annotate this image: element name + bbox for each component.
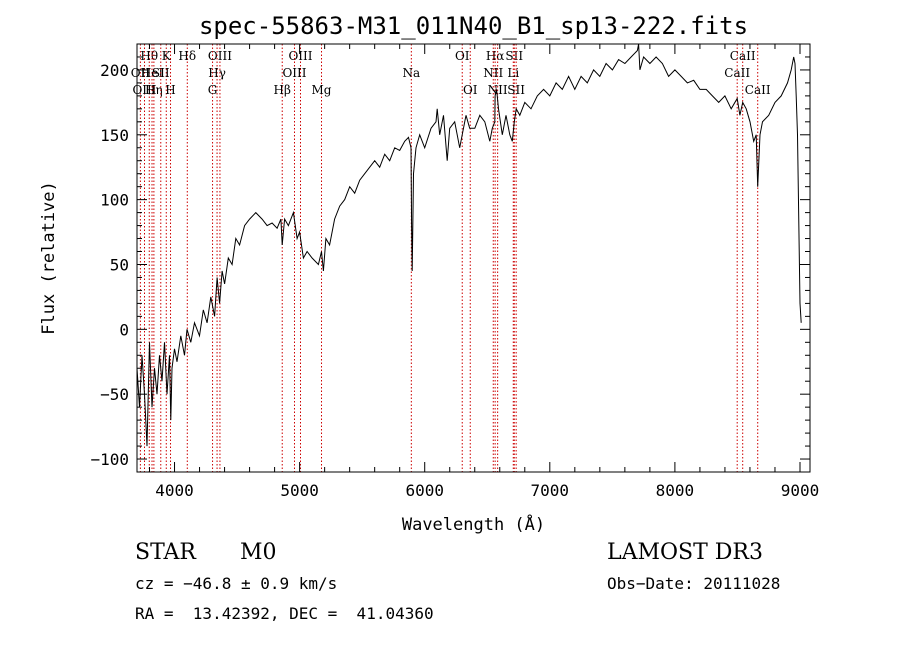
line-label-11: G: [208, 83, 218, 97]
y-tick-label-3: 50: [110, 255, 129, 274]
line-label-10: Hγ: [208, 66, 226, 80]
y-tick-label-1: −50: [100, 385, 129, 404]
line-label-14: OIII: [282, 66, 306, 80]
x-tick-label-5: 9000: [781, 481, 820, 500]
line-label-9: OIII: [208, 49, 232, 63]
plot-frame: [136, 43, 811, 473]
y-tick-label-5: 150: [100, 126, 129, 145]
subclass-label: M0: [240, 540, 277, 565]
line-label-16: Na: [403, 66, 421, 80]
y-tick-label-6: 200: [100, 61, 129, 80]
line-label-5: K: [162, 49, 172, 63]
survey-label: LAMOST DR3: [607, 540, 763, 565]
x-tick-label-3: 7000: [531, 481, 570, 500]
line-label-0: Hθ: [140, 49, 158, 63]
line-label-15: Mg: [312, 83, 332, 97]
x-axis-label: Wavelength (Å): [402, 513, 545, 535]
line-label-21: NII: [483, 66, 503, 80]
line-label-7: H: [165, 83, 175, 97]
line-label-26: CaII: [724, 66, 750, 80]
line-label-17: OI: [455, 49, 470, 63]
x-tick-label-1: 5000: [280, 481, 319, 500]
y-tick-label-4: 100: [100, 191, 129, 210]
line-label-24: SII: [507, 83, 525, 97]
line-label-27: CaII: [745, 83, 771, 97]
line-label-20: SII: [505, 49, 523, 63]
x-tick-label-2: 6000: [405, 481, 444, 500]
y-tick-label-2: 0: [119, 320, 129, 339]
y-axis-label: Flux (relative): [39, 181, 59, 335]
line-label-25: CaII: [730, 49, 756, 63]
coordinates: RA = 13.42392, DEC = 41.04360: [135, 604, 434, 623]
class-label: STAR: [135, 540, 196, 565]
chart-title: spec-55863-M31_011N40_B1_sp13-222.fits: [199, 12, 748, 40]
y-tick-label-0: −100: [90, 450, 129, 469]
line-label-23: NII: [488, 83, 508, 97]
line-label-4: Hη: [145, 83, 163, 97]
cz-readout: cz = −46.8 ± 0.9 km/s: [135, 574, 338, 593]
spectrum-series-line: [136, 43, 802, 447]
line-label-12: Hβ: [274, 83, 291, 97]
line-label-6: SII: [152, 66, 170, 80]
line-label-18: OI: [463, 83, 478, 97]
line-label-19: Hα: [486, 49, 505, 63]
obs-date: Obs−Date: 20111028: [607, 574, 781, 593]
line-label-8: Hδ: [178, 49, 196, 63]
line-label-22: Li: [507, 66, 519, 80]
line-label-13: OIII: [288, 49, 312, 63]
x-tick-label-0: 4000: [155, 481, 194, 500]
x-tick-label-4: 8000: [656, 481, 695, 500]
line-label-2: OIII: [132, 83, 156, 97]
